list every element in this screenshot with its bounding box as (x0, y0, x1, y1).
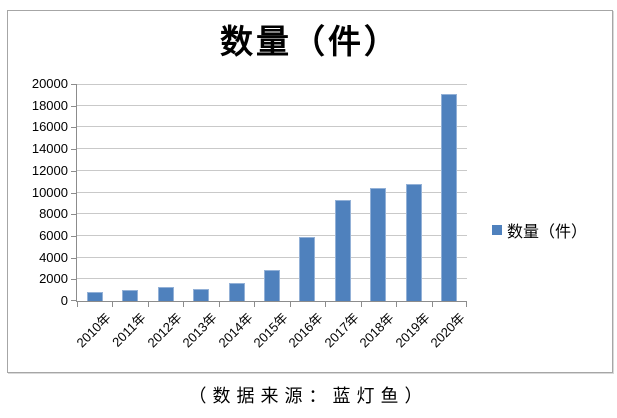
y-axis-tick-label: 18000 (31, 97, 68, 113)
y-axis-tick (71, 300, 77, 301)
bar (157, 287, 174, 301)
gridline (77, 104, 467, 106)
y-axis-tick-label: 12000 (31, 162, 68, 178)
y-axis-tick-label: 2000 (39, 271, 68, 287)
x-axis-tick (396, 301, 397, 307)
y-axis-tick-label: 6000 (39, 227, 68, 243)
x-axis-tick (77, 301, 78, 307)
y-axis-tick-label: 20000 (31, 76, 68, 91)
x-axis-tick (466, 301, 467, 307)
plot-area (71, 84, 467, 307)
legend: 数量（件） (492, 218, 587, 242)
gridline (77, 84, 467, 85)
y-axis-tick-label: 14000 (31, 141, 68, 157)
source-caption: （数据来源：蓝灯鱼） (188, 386, 429, 407)
y-axis-tick (71, 127, 77, 129)
gridline (77, 126, 467, 128)
y-axis-tick (71, 105, 77, 107)
y-axis-tick-label: 4000 (39, 249, 68, 265)
y-axis-tick (71, 257, 77, 259)
bar (193, 288, 210, 301)
y-axis-tick (71, 84, 77, 85)
x-axis-tick (148, 301, 149, 307)
bar (122, 290, 139, 301)
y-axis-tick (71, 235, 77, 237)
bar (441, 93, 458, 301)
y-axis-tick (71, 170, 77, 172)
gridline (77, 148, 467, 150)
x-axis-tick (325, 301, 326, 307)
bar (334, 200, 351, 301)
gridline (77, 234, 467, 236)
x-axis-tick (432, 301, 433, 307)
y-axis-labels: 0 2000 4000 6000 8000 10000 12000 14000 16000 180… (8, 11, 68, 311)
y-axis-tick (71, 192, 77, 194)
bar (86, 292, 103, 301)
y-axis-tick-label: 0 (60, 293, 68, 308)
y-axis-tick-label: 10000 (31, 184, 68, 200)
x-axis-tick (361, 301, 362, 307)
legend-color-swatch (492, 225, 502, 235)
x-axis-tick (112, 301, 113, 307)
chart-title: 数量（件） (220, 22, 400, 61)
bar (228, 282, 245, 301)
bar (370, 188, 387, 301)
x-axis-tick (290, 301, 291, 307)
y-axis-tick-label: 16000 (31, 119, 68, 135)
gridline (77, 169, 467, 171)
bar (299, 237, 316, 301)
gridline (77, 213, 467, 215)
y-axis-tick (71, 149, 77, 151)
y-axis-tick (71, 214, 77, 216)
x-axis-tick (183, 301, 184, 307)
legend-label: 数量（件） (507, 222, 588, 241)
y-axis-tick (71, 279, 77, 281)
bar (405, 183, 422, 301)
x-axis-tick (219, 301, 220, 307)
chart-container: 数量（件） 0 2000 4000 6000 8000 10000 12000 14000 16… (7, 10, 613, 373)
x-axis-tick (254, 301, 255, 307)
gridline (77, 256, 467, 258)
bar (264, 269, 280, 301)
gridline (77, 191, 467, 193)
y-axis-tick-label: 8000 (39, 206, 68, 222)
